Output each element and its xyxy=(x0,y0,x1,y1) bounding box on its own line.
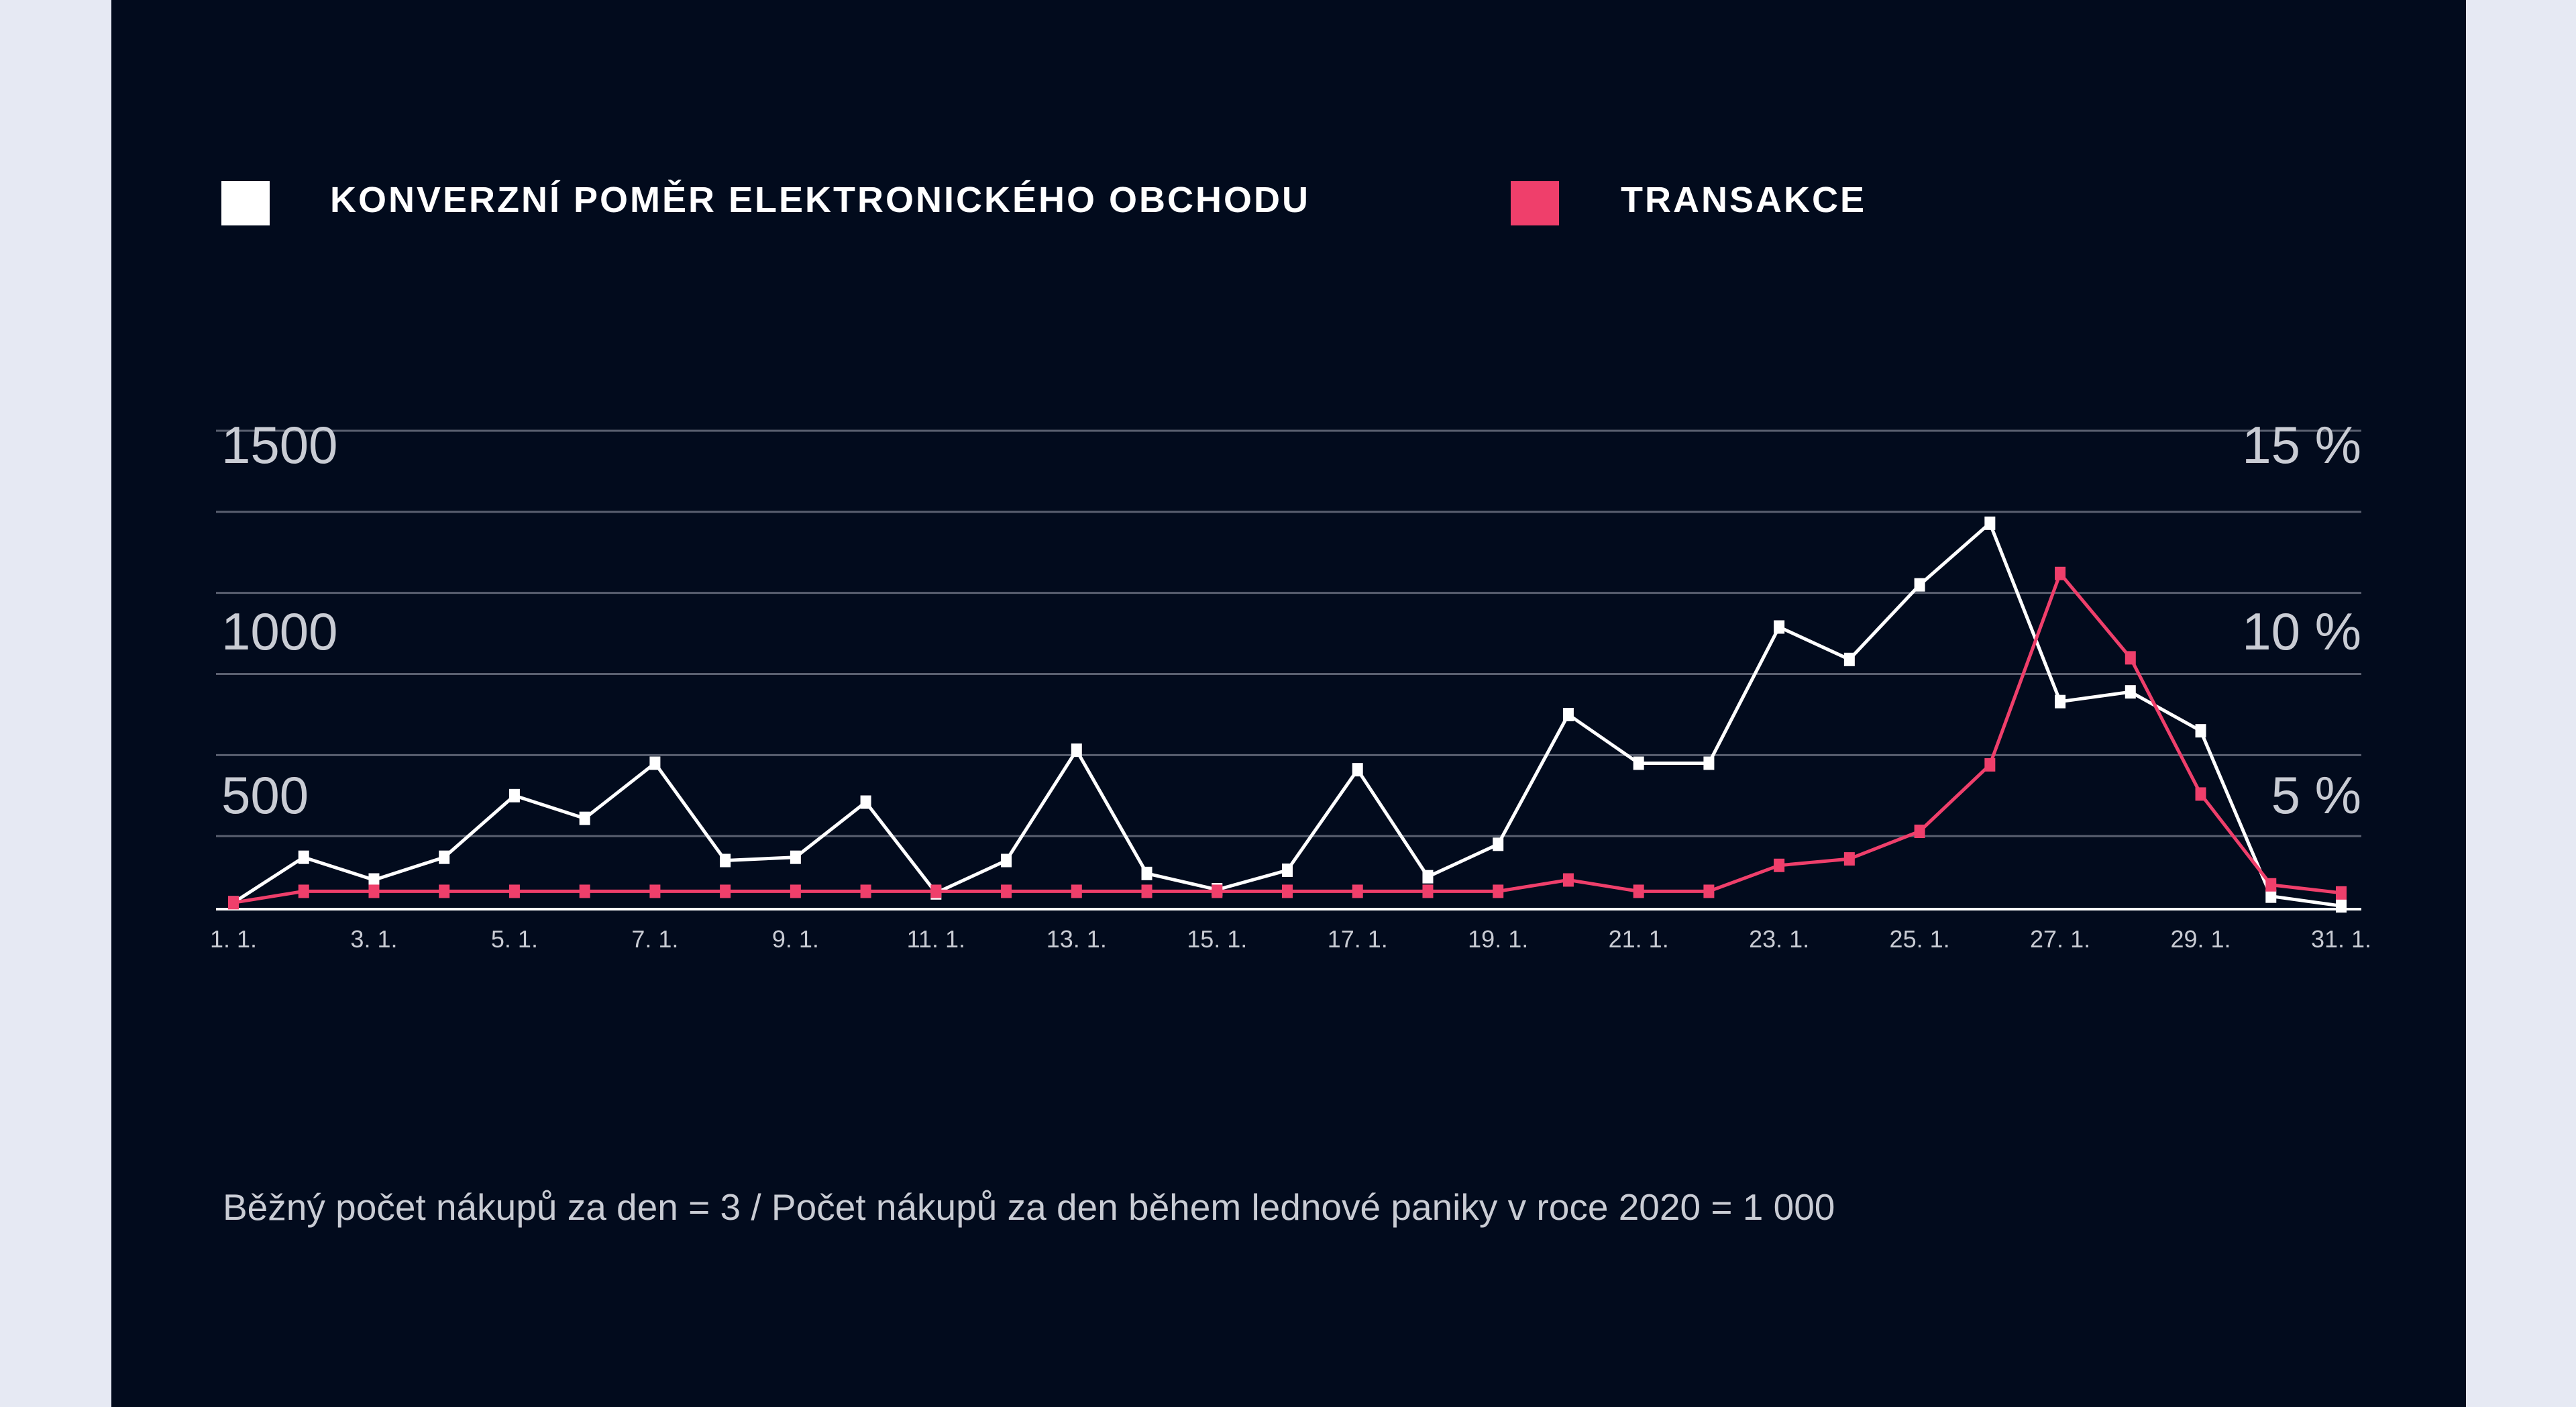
data-point xyxy=(1914,825,1925,838)
x-tick-label: 29. 1. xyxy=(2170,925,2231,953)
y-right-tick-label: 15 % xyxy=(2242,415,2361,474)
data-point xyxy=(508,788,520,802)
data-point xyxy=(2125,685,2136,699)
x-tick-label: 11. 1. xyxy=(907,925,965,953)
data-point xyxy=(720,884,731,898)
x-tick-label: 1. 1. xyxy=(210,925,257,953)
y-right-tick-label: 10 % xyxy=(2242,602,2361,661)
data-point xyxy=(1493,884,1504,898)
y-left-tick-label: 500 xyxy=(221,766,309,825)
data-point xyxy=(1001,853,1012,868)
data-point xyxy=(2336,899,2347,913)
data-point xyxy=(930,884,942,898)
x-tick-label: 3. 1. xyxy=(350,925,397,953)
axis-labels: 1500 1000 500 15 % 10 % 5 % 1. 1. 3. 1. 5. 1. 7. … xyxy=(210,415,2371,953)
data-point xyxy=(1703,756,1715,770)
data-point xyxy=(649,884,661,898)
data-point xyxy=(649,756,661,770)
y-left-tick-label: 1000 xyxy=(221,602,338,661)
chart-panel: 1500 1000 500 15 % 10 % 5 % 1. 1. 3. 1. 5. 1. 7. … xyxy=(111,0,2466,1407)
data-point xyxy=(1633,884,1644,898)
data-point xyxy=(1562,873,1574,887)
x-tick-label: 25. 1. xyxy=(1890,925,1950,953)
data-point xyxy=(2336,886,2347,900)
data-point xyxy=(1914,578,1925,592)
gridlines xyxy=(216,429,2361,910)
data-point xyxy=(2055,566,2066,580)
y-left-tick-label: 1500 xyxy=(221,415,338,474)
series-line-conversion xyxy=(232,521,2342,908)
x-tick-label: 5. 1. xyxy=(491,925,538,953)
data-point xyxy=(1493,837,1504,851)
data-point xyxy=(1843,652,1855,666)
data-point xyxy=(860,884,871,898)
data-point xyxy=(1071,884,1082,898)
series-line-transactions xyxy=(233,572,2342,904)
data-point xyxy=(790,850,801,864)
data-point xyxy=(228,896,239,910)
x-tick-label: 19. 1. xyxy=(1468,925,1528,953)
data-point xyxy=(508,884,520,898)
data-point xyxy=(860,795,871,809)
data-point xyxy=(790,884,801,898)
footnote: Běžný počet nákupů za den = 3 / Počet ná… xyxy=(223,1186,1835,1228)
legend-swatch xyxy=(1511,181,1559,225)
x-tick-label: 23. 1. xyxy=(1749,925,1809,953)
data-point xyxy=(439,850,450,864)
data-point xyxy=(1282,864,1293,877)
data-point xyxy=(1984,516,1996,530)
legend-label: TRANSAKCE xyxy=(1621,180,1866,220)
data-point xyxy=(579,811,590,825)
data-point xyxy=(1141,884,1152,898)
x-tick-label: 27. 1. xyxy=(2030,925,2090,953)
line-chart: 1500 1000 500 15 % 10 % 5 % 1. 1. 3. 1. 5. 1. 7. … xyxy=(210,179,2371,1228)
data-point xyxy=(1212,884,1223,898)
data-point xyxy=(1071,743,1082,758)
legend-label: KONVERZNÍ POMĚR ELEKTRONICKÉHO OBCHODU xyxy=(330,179,1310,220)
x-tick-label: 17. 1. xyxy=(1328,925,1388,953)
data-point xyxy=(1633,756,1644,770)
data-point xyxy=(1703,884,1715,898)
data-point xyxy=(2195,787,2206,801)
data-point xyxy=(439,884,450,898)
data-point xyxy=(1352,884,1363,898)
data-point xyxy=(2195,724,2206,738)
data-point xyxy=(579,884,590,898)
data-point xyxy=(1001,884,1012,898)
data-point xyxy=(1352,763,1363,777)
data-point xyxy=(1282,884,1293,898)
data-point xyxy=(1141,866,1152,880)
y-right-tick-label: 5 % xyxy=(2271,766,2361,825)
x-tick-label: 21. 1. xyxy=(1609,925,1669,953)
x-tick-label: 13. 1. xyxy=(1046,925,1107,953)
x-tick-label: 9. 1. xyxy=(772,925,819,953)
data-point xyxy=(720,853,731,868)
data-point xyxy=(2265,878,2277,892)
legend-swatch xyxy=(221,181,270,225)
data-point xyxy=(368,884,380,898)
data-point xyxy=(298,884,309,898)
data-point xyxy=(2125,651,2136,665)
data-point xyxy=(298,850,309,864)
data-point xyxy=(1422,884,1434,898)
data-point xyxy=(1984,758,1996,772)
series-lines xyxy=(228,516,2347,913)
data-point xyxy=(1422,870,1434,884)
data-point xyxy=(2055,694,2066,709)
data-point xyxy=(1774,858,1785,872)
data-point xyxy=(2265,889,2277,903)
legend: KONVERZNÍ POMĚR ELEKTRONICKÉHO OBCHODU TR… xyxy=(221,179,1866,225)
x-tick-label: 31. 1. xyxy=(2311,925,2371,953)
data-point xyxy=(1774,620,1785,634)
x-tick-label: 7. 1. xyxy=(631,925,678,953)
data-point xyxy=(368,873,380,887)
x-tick-label: 15. 1. xyxy=(1187,925,1247,953)
data-point xyxy=(1843,852,1855,866)
data-point xyxy=(1562,708,1574,721)
